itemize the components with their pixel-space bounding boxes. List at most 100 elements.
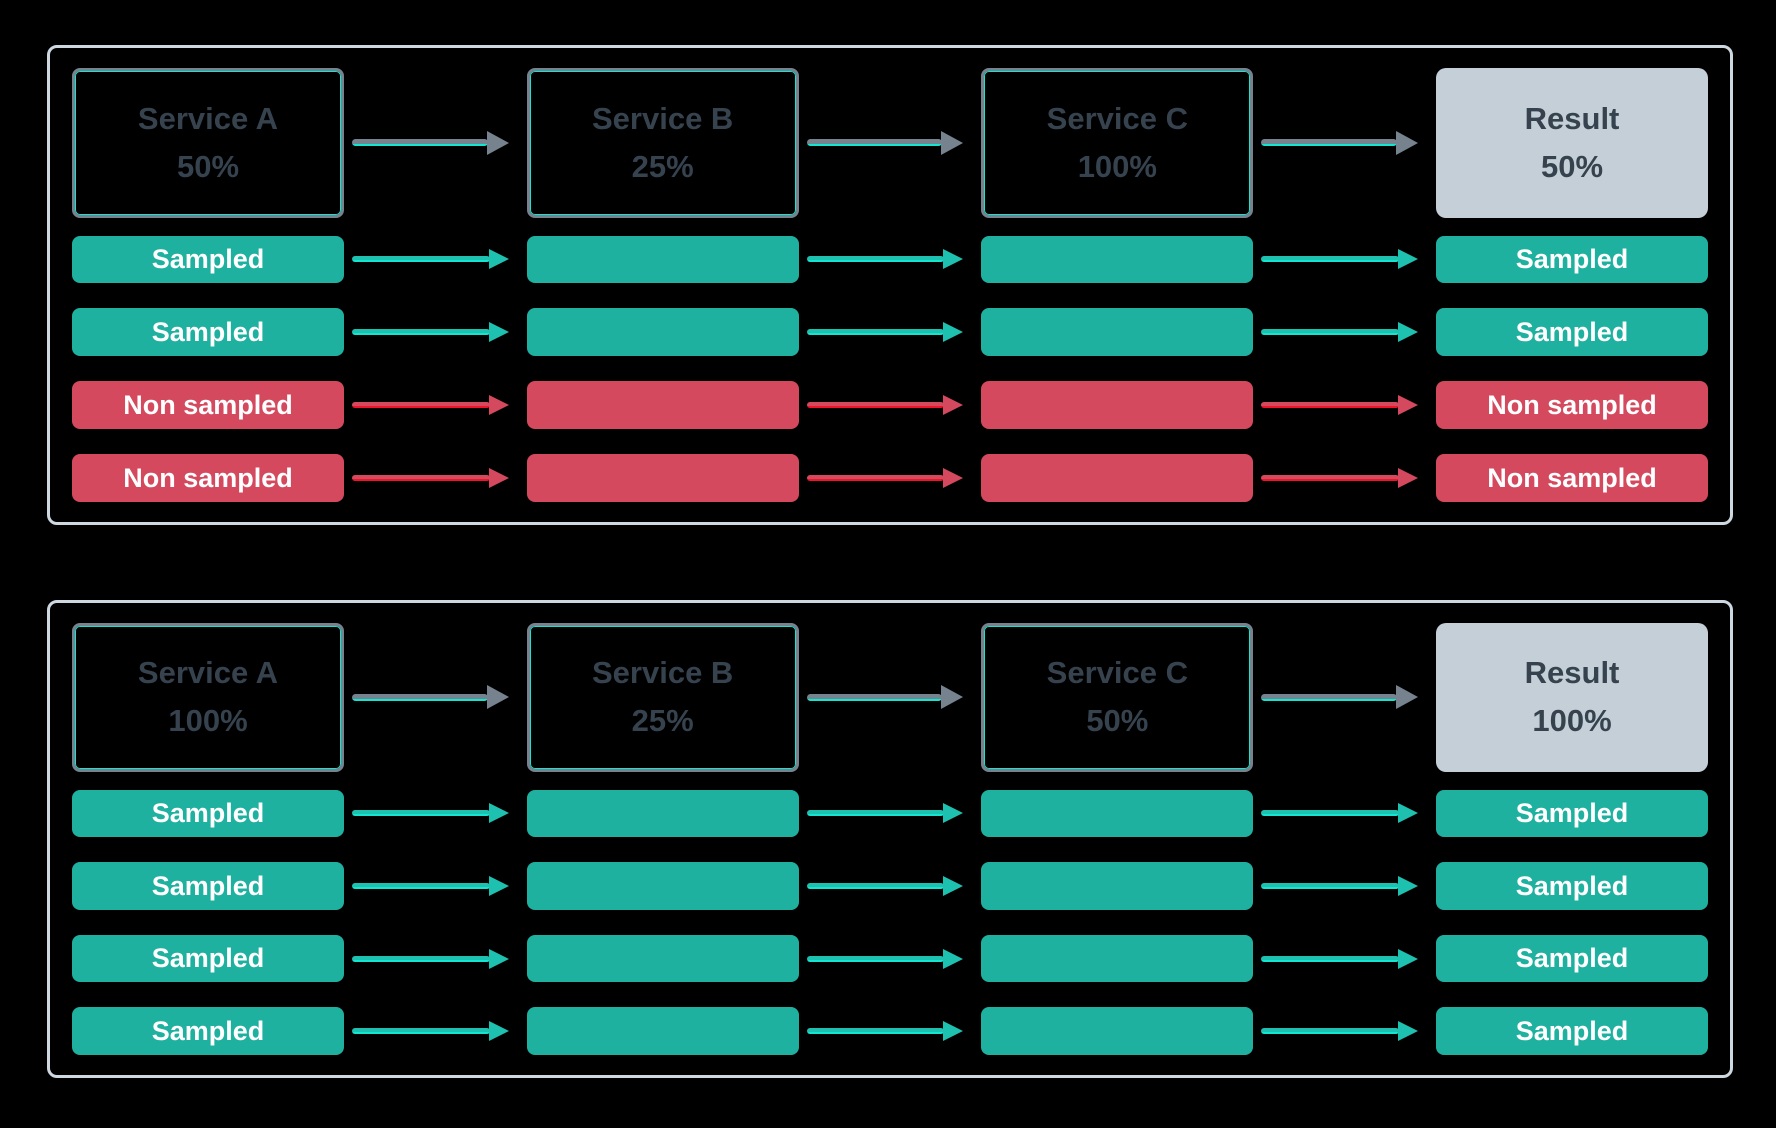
flow-arrow-icon xyxy=(799,623,982,772)
arrow-shaft xyxy=(806,139,943,147)
trace-mid-bar xyxy=(981,454,1254,502)
arrow-head xyxy=(943,249,964,270)
trace-mid-bar xyxy=(981,789,1254,838)
service-sampling-rate: 25% xyxy=(631,148,694,184)
bar-label: Non sampled xyxy=(123,389,293,420)
bar-label: Sampled xyxy=(1515,943,1629,974)
arrow-head xyxy=(943,803,964,824)
arrow-shaft xyxy=(352,1028,490,1035)
flow-arrow-icon xyxy=(799,1007,982,1055)
arrow-shaft xyxy=(806,402,945,409)
result-label: Result xyxy=(1524,655,1620,691)
service-b-box: Service B 25% xyxy=(526,68,799,218)
service-a-box: Service A 50% xyxy=(72,68,344,218)
trace-mid-bar xyxy=(526,454,799,502)
arrow-head xyxy=(488,1021,509,1042)
result-rate: 50% xyxy=(1540,148,1604,184)
service-name: Service A xyxy=(137,655,279,691)
arrow-head xyxy=(488,803,509,824)
arrow-shaft xyxy=(806,256,945,263)
service-sampling-rate: 50% xyxy=(176,148,240,184)
arrow-shaft xyxy=(806,329,945,336)
flow-arrow-icon xyxy=(799,862,982,910)
flow-arrow-icon xyxy=(1253,790,1436,838)
service-name: Service C xyxy=(1046,655,1188,691)
trace-end-bar: Sampled xyxy=(1436,862,1709,910)
trace-start-bar: Sampled xyxy=(72,862,344,910)
trace-end-bar: Sampled xyxy=(1436,934,1709,983)
service-b-box: Service B 25% xyxy=(526,623,799,772)
flow-arrow-icon xyxy=(1253,381,1436,429)
arrow-head xyxy=(488,876,509,897)
arrow-head xyxy=(488,395,509,416)
flow-arrow-icon xyxy=(344,236,527,284)
service-row: Service A 50% Service B 25% Service C 10… xyxy=(72,68,1709,218)
arrow-head xyxy=(941,685,964,710)
service-row: Service A 100% Service B 25% Service C 5… xyxy=(72,623,1709,772)
trace-end-bar: Sampled xyxy=(1436,308,1709,357)
service-name: Service C xyxy=(1046,100,1188,136)
sampling-panel-2: Service A 100% Service B 25% Service C 5… xyxy=(47,600,1733,1078)
flow-arrow-icon xyxy=(1253,1007,1436,1055)
bar-label: Non sampled xyxy=(123,462,293,493)
arrow-head xyxy=(1398,249,1419,270)
trace-row: Sampled Sampled xyxy=(72,1007,1709,1055)
arrow-shaft xyxy=(352,475,490,482)
arrow-head xyxy=(943,876,964,897)
trace-start-bar: Non sampled xyxy=(72,381,344,430)
arrow-head xyxy=(1398,1021,1419,1042)
trace-start-bar: Sampled xyxy=(72,934,344,983)
flow-arrow-icon xyxy=(344,623,527,772)
flow-arrow-icon xyxy=(344,454,527,502)
arrow-shaft xyxy=(1261,329,1400,336)
flow-arrow-icon xyxy=(344,1007,527,1055)
trace-mid-bar xyxy=(981,381,1254,430)
arrow-head xyxy=(1396,685,1419,710)
arrow-shaft xyxy=(1261,139,1398,147)
trace-row: Sampled Sampled xyxy=(72,789,1709,838)
trace-mid-bar xyxy=(526,934,799,983)
arrow-shaft xyxy=(1261,475,1400,482)
trace-mid-bar xyxy=(981,1007,1254,1055)
service-c-box: Service C 50% xyxy=(981,623,1254,772)
trace-mid-bar xyxy=(981,934,1254,983)
result-box: Result 50% xyxy=(1436,68,1709,218)
service-sampling-rate: 100% xyxy=(1077,148,1157,184)
service-sampling-rate: 50% xyxy=(1086,703,1149,739)
arrow-shaft xyxy=(806,1028,945,1035)
arrow-shaft xyxy=(352,256,490,263)
flow-arrow-icon xyxy=(344,308,527,356)
flow-arrow-icon xyxy=(799,935,982,983)
arrow-head xyxy=(1396,130,1419,155)
arrow-head xyxy=(488,322,509,343)
arrow-shaft xyxy=(1261,1028,1400,1035)
flow-arrow-icon xyxy=(799,68,982,218)
arrow-head xyxy=(488,948,509,969)
flow-arrow-icon xyxy=(344,935,527,983)
flow-arrow-icon xyxy=(1253,935,1436,983)
bar-label: Sampled xyxy=(151,316,265,347)
arrow-head xyxy=(488,468,509,489)
arrow-head xyxy=(943,322,964,343)
service-name: Service A xyxy=(137,100,279,136)
trace-end-bar: Sampled xyxy=(1436,1007,1709,1055)
trace-end-bar: Sampled xyxy=(1436,789,1709,838)
flow-arrow-icon xyxy=(1253,862,1436,910)
arrow-shaft xyxy=(806,883,945,890)
bar-label: Sampled xyxy=(151,1015,265,1046)
bar-label: Sampled xyxy=(151,870,265,901)
service-a-box: Service A 100% xyxy=(72,623,344,772)
trace-start-bar: Sampled xyxy=(72,308,344,357)
flow-arrow-icon xyxy=(1253,454,1436,502)
flow-arrow-icon xyxy=(799,790,982,838)
trace-start-bar: Sampled xyxy=(72,1007,344,1055)
trace-end-bar: Non sampled xyxy=(1436,454,1709,502)
service-c-box: Service C 100% xyxy=(981,68,1254,218)
trace-start-bar: Sampled xyxy=(72,789,344,838)
arrow-head xyxy=(943,395,964,416)
trace-mid-bar xyxy=(526,862,799,910)
arrow-shaft xyxy=(1261,810,1400,817)
bar-label: Sampled xyxy=(1515,316,1629,347)
arrow-shaft xyxy=(352,883,490,890)
arrow-shaft xyxy=(806,693,943,701)
